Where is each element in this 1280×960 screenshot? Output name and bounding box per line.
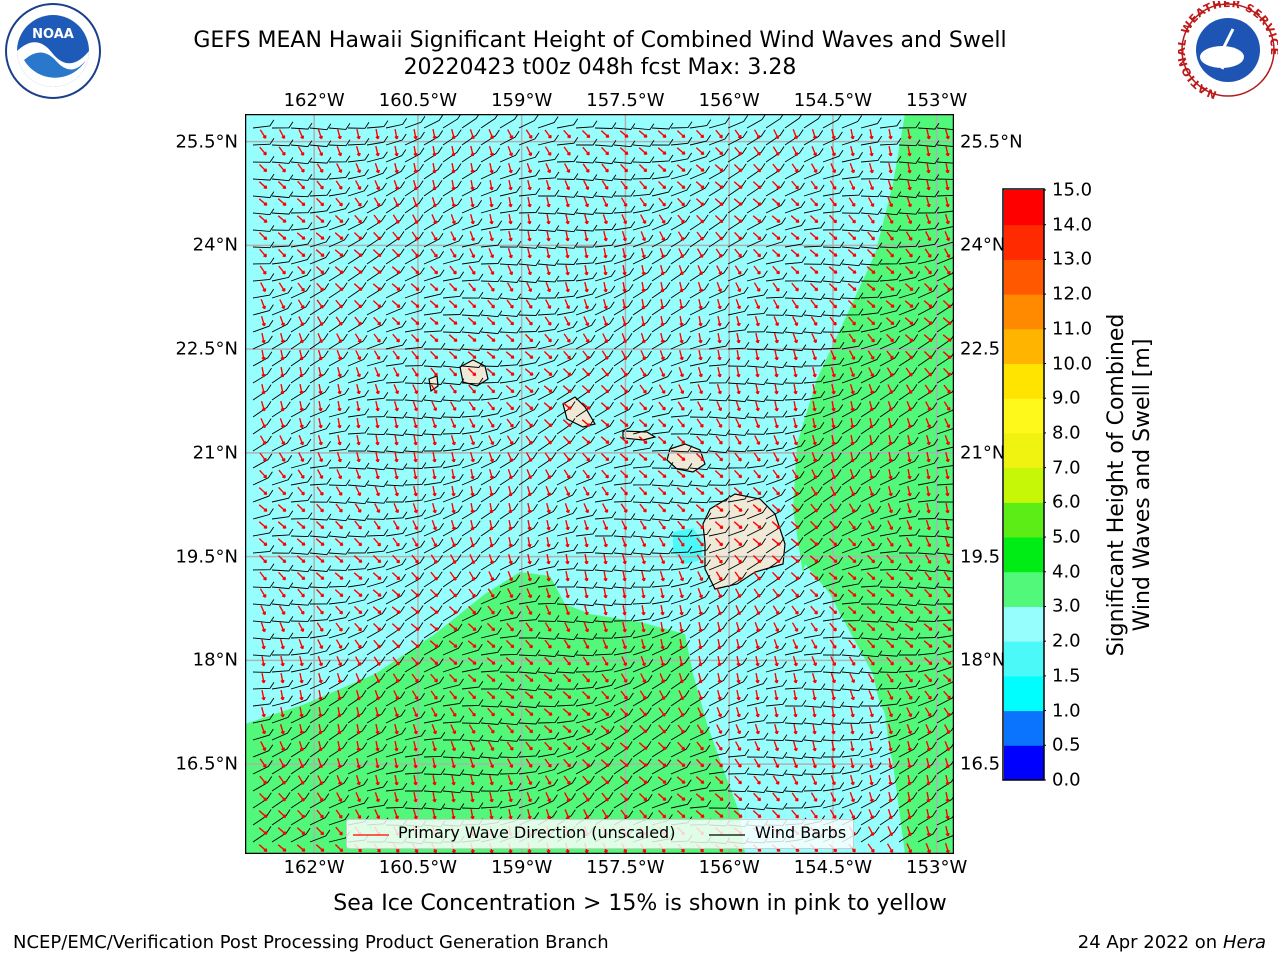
lat-tick-right: 19.5 bbox=[960, 546, 1001, 568]
lon-tick-bottom: 160.5°W bbox=[378, 857, 458, 878]
lon-tick-bottom: 157.5°W bbox=[586, 857, 665, 878]
lat-tick-left: 19.5°N bbox=[175, 546, 238, 568]
colorbar-tick-label: 11.0 bbox=[1052, 318, 1093, 340]
lat-tick-right: 18°N bbox=[960, 649, 1006, 671]
colorbar-tick-label: 1.5 bbox=[1052, 665, 1081, 687]
colorbar-tick-label: 13.0 bbox=[1052, 248, 1093, 270]
lon-tick-top: 156°W bbox=[698, 90, 760, 111]
colorbar-tick-label: 9.0 bbox=[1052, 387, 1081, 409]
colorbar-segment bbox=[1004, 606, 1044, 642]
colorbar-tick-label: 2.0 bbox=[1052, 630, 1081, 652]
wave-direction-arrows bbox=[258, 128, 952, 854]
swell-3-4m-south bbox=[245, 572, 745, 854]
wave-direction-legend-label: Primary Wave Direction (unscaled) bbox=[398, 823, 676, 842]
svg-text:NOAA: NOAA bbox=[32, 27, 74, 42]
lat-tick-right: 24°N bbox=[960, 234, 1006, 256]
colorbar-segment bbox=[1004, 537, 1044, 573]
lon-tick-top: 162°W bbox=[283, 90, 345, 111]
wind-and-wave-vectors bbox=[252, 114, 954, 854]
colorbar-tick-label: 4.0 bbox=[1052, 561, 1081, 583]
map-subtitle: 20220423 t00z 048h fcst Max: 3.28 bbox=[403, 55, 797, 80]
ocean-1.5-2m-patch bbox=[673, 528, 703, 564]
lon-tick-top: 153°W bbox=[906, 90, 968, 111]
wind-barbs-legend-line bbox=[709, 834, 745, 836]
island-big-island bbox=[702, 493, 786, 590]
lon-tick-bottom: 162°W bbox=[283, 857, 345, 878]
lat-tick-left: 24°N bbox=[192, 234, 238, 256]
colorbar-segment bbox=[1004, 259, 1044, 295]
colorbar-tick-label: 8.0 bbox=[1052, 422, 1081, 444]
colorbar-tick-label: 0.0 bbox=[1052, 769, 1081, 791]
colorbar-tick-label: 10.0 bbox=[1052, 353, 1093, 375]
colorbar-segment bbox=[1004, 467, 1044, 503]
colorbar-tick-label: 5.0 bbox=[1052, 526, 1081, 548]
footer-branch: NCEP/EMC/Verification Post Processing Pr… bbox=[13, 932, 609, 953]
colorbar-segment bbox=[1004, 432, 1044, 469]
map-legend: Primary Wave Direction (unscaled) Wind B… bbox=[346, 819, 854, 849]
colorbar-segment bbox=[1004, 224, 1044, 260]
colorbar-tick-label: 15.0 bbox=[1052, 179, 1093, 201]
wind-barbs bbox=[252, 114, 954, 845]
lon-tick-bottom: 154.5°W bbox=[793, 857, 873, 878]
colorbar-segment bbox=[1004, 363, 1044, 399]
nws-logo: NATIONAL WEATHER SERVICE bbox=[1178, 1, 1278, 99]
colorbar-tick-label: 3.0 bbox=[1052, 595, 1081, 617]
lat-tick-right: 22.5 bbox=[960, 338, 1001, 360]
footer-date: 24 Apr 2022 on Hera bbox=[1078, 932, 1266, 953]
colorbar-segment bbox=[1004, 398, 1044, 434]
colorbar-segment bbox=[1004, 190, 1044, 226]
colorbar-segment bbox=[1004, 571, 1044, 607]
wave-height-map bbox=[245, 114, 954, 854]
colorbar-tick-label: 12.0 bbox=[1052, 283, 1093, 305]
colorbar-tick-label: 14.0 bbox=[1052, 214, 1093, 236]
colorbar-segment bbox=[1004, 641, 1044, 677]
lon-tick-bottom: 156°W bbox=[698, 857, 760, 878]
lat-tick-left: 16.5°N bbox=[175, 753, 238, 775]
colorbar-label: Significant Height of Combined Wind Wave… bbox=[1104, 225, 1156, 745]
footer-host: Hera bbox=[1222, 932, 1266, 953]
lon-tick-top: 159°W bbox=[491, 90, 553, 111]
lon-tick-bottom: 153°W bbox=[906, 857, 968, 878]
colorbar-segment bbox=[1004, 294, 1044, 330]
colorbar bbox=[1002, 188, 1046, 781]
colorbar-segment bbox=[1004, 745, 1044, 781]
noaa-logo: NOAA bbox=[5, 3, 101, 99]
lon-tick-top: 157.5°W bbox=[586, 90, 665, 111]
colorbar-tick-label: 6.0 bbox=[1052, 491, 1081, 513]
lat-tick-right: 16.5 bbox=[960, 753, 1001, 775]
colorbar-tick-label: 0.5 bbox=[1052, 734, 1081, 756]
sea-ice-note: Sea Ice Concentration > 15% is shown in … bbox=[333, 891, 947, 916]
footer-date-text: 24 Apr 2022 on bbox=[1077, 932, 1223, 953]
lat-tick-left: 25.5°N bbox=[175, 131, 238, 153]
colorbar-border bbox=[1002, 188, 1045, 781]
lat-tick-right: 25.5°N bbox=[960, 131, 1023, 153]
swell-3-4m-east bbox=[793, 114, 954, 854]
colorbar-segment bbox=[1004, 710, 1044, 746]
wave-direction-legend-line bbox=[353, 834, 389, 836]
lat-tick-left: 18°N bbox=[192, 649, 238, 671]
lon-tick-top: 160.5°W bbox=[378, 90, 458, 111]
map-title: GEFS MEAN Hawaii Significant Height of C… bbox=[193, 28, 1007, 53]
colorbar-segment bbox=[1004, 675, 1044, 712]
lat-tick-right: 21°N bbox=[960, 442, 1006, 464]
swell-2-3m-southeast bbox=[793, 564, 903, 854]
colorbar-tick-label: 1.0 bbox=[1052, 700, 1081, 722]
lon-tick-top: 154.5°W bbox=[793, 90, 873, 111]
lat-tick-left: 21°N bbox=[192, 442, 238, 464]
colorbar-tick-label: 7.0 bbox=[1052, 457, 1081, 479]
colorbar-label-line1: Significant Height of Combined bbox=[1104, 313, 1129, 657]
wind-barbs-legend-label: Wind Barbs bbox=[755, 823, 847, 842]
colorbar-label-line2: Wind Waves and Swell [m] bbox=[1130, 338, 1155, 632]
island-oahu bbox=[562, 396, 596, 428]
colorbar-segment bbox=[1004, 502, 1044, 538]
colorbar-segment bbox=[1004, 328, 1044, 365]
lon-tick-bottom: 159°W bbox=[491, 857, 553, 878]
lat-tick-left: 22.5°N bbox=[175, 338, 238, 360]
